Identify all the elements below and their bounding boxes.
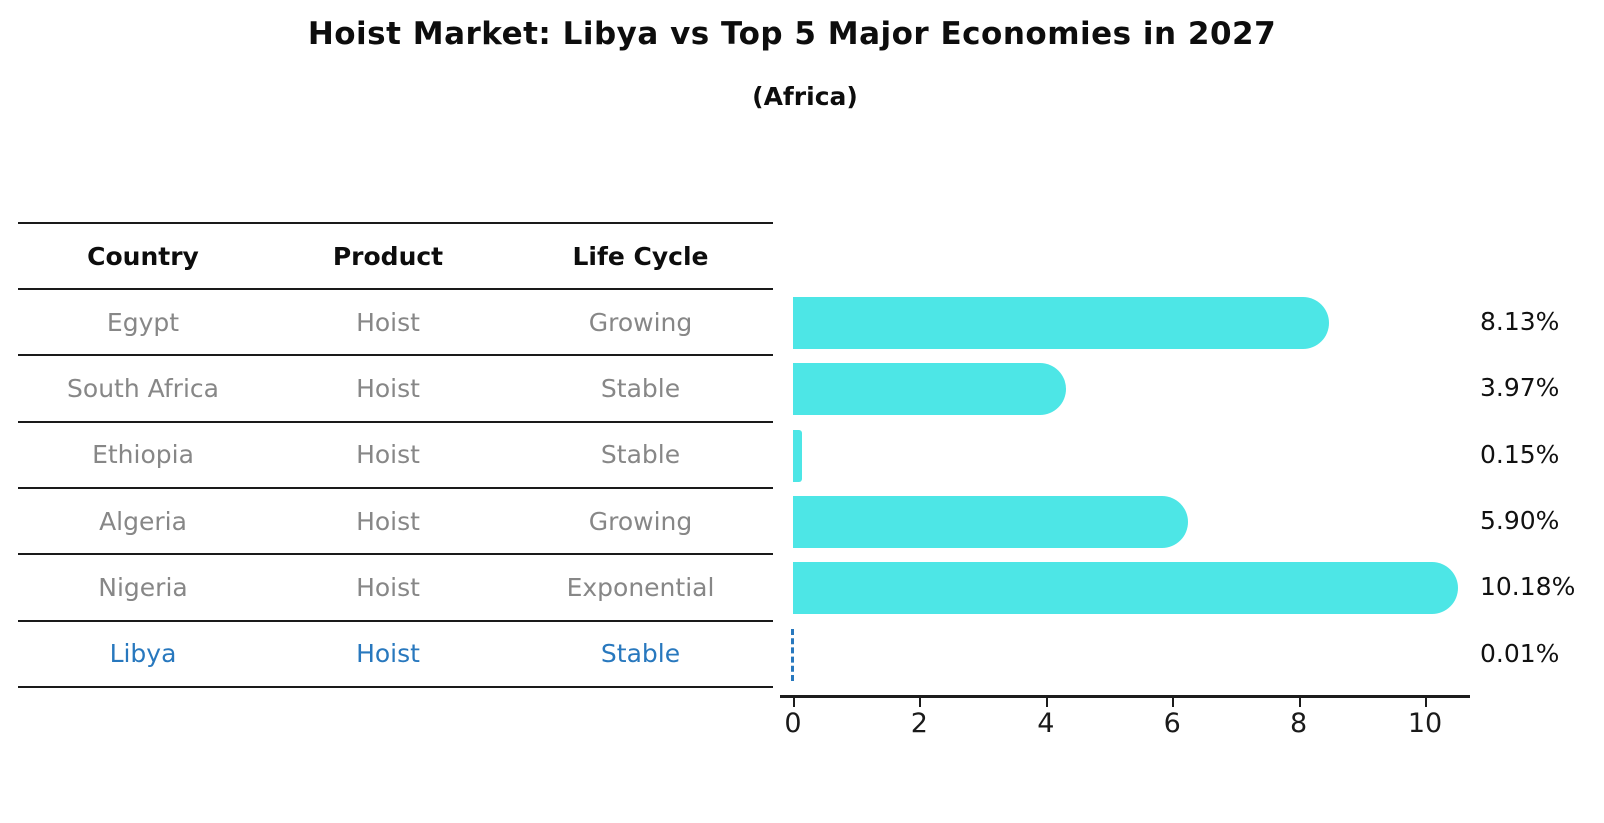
table-body: Egypt Hoist Growing South Africa Hoist Stable…	[18, 290, 773, 688]
cell-life-cycle: Stable	[600, 373, 681, 403]
bar-nigeria	[793, 562, 1459, 615]
value-label: 8.13%	[1480, 307, 1560, 337]
bar-south-africa	[793, 363, 1066, 416]
column-header-country: Country	[87, 241, 199, 271]
cell-product: Hoist	[356, 506, 420, 536]
cell-product: Hoist	[356, 373, 420, 403]
table-row: Libya Hoist Stable	[18, 622, 773, 688]
bar-egypt	[793, 297, 1329, 350]
value-label: 5.90%	[1480, 506, 1560, 536]
cell-life-cycle: Exponential	[566, 572, 715, 602]
cell-country: Libya	[109, 639, 177, 669]
column-header-life-cycle: Life Cycle	[572, 241, 709, 271]
x-tick-mark	[919, 697, 922, 707]
x-tick-mark	[1172, 697, 1175, 707]
chart-title: Hoist Market: Libya vs Top 5 Major Econo…	[307, 16, 1277, 52]
country-table: Country Product Life Cycle Egypt Hoist Gro…	[18, 222, 773, 688]
cell-life-cycle: Growing	[588, 506, 693, 536]
cell-country: Nigeria	[98, 572, 188, 602]
value-label: 3.97%	[1480, 373, 1560, 403]
table-row: Nigeria Hoist Exponential	[18, 555, 773, 622]
x-tick-label: 0	[784, 708, 802, 739]
x-tick-mark	[1298, 697, 1301, 707]
table-row: Ethiopia Hoist Stable	[18, 423, 773, 489]
bar-algeria	[793, 496, 1188, 549]
x-tick-label: 4	[1037, 708, 1055, 739]
bar-libya-highlighted	[791, 628, 794, 681]
x-tick-label: 2	[910, 708, 928, 739]
cell-product: Hoist	[356, 307, 420, 337]
cell-country: Ethiopia	[92, 440, 194, 470]
x-tick-label: 8	[1290, 708, 1308, 739]
value-label: 0.15%	[1480, 439, 1560, 469]
chart-subtitle: (Africa)	[752, 82, 858, 111]
x-axis-line	[780, 695, 1470, 698]
value-label: 10.18%	[1480, 572, 1576, 602]
x-tick-label: 10	[1407, 708, 1443, 739]
cell-country: Algeria	[99, 506, 187, 536]
x-tick-label: 6	[1163, 708, 1181, 739]
x-tick-mark	[1045, 697, 1048, 707]
cell-life-cycle: Stable	[600, 440, 681, 470]
cell-product: Hoist	[356, 440, 420, 470]
cell-country: Egypt	[106, 307, 180, 337]
cell-product: Hoist	[356, 639, 420, 669]
value-label: 0.01%	[1480, 638, 1560, 668]
table-header-row: Country Product Life Cycle	[18, 224, 773, 290]
cell-life-cycle: Growing	[588, 307, 693, 337]
bar-ethiopia	[793, 429, 803, 482]
table-row: Algeria Hoist Growing	[18, 489, 773, 556]
table-row: Egypt Hoist Growing	[18, 290, 773, 357]
cell-life-cycle: Stable	[600, 639, 681, 669]
cell-country: South Africa	[67, 373, 219, 403]
x-tick-mark	[793, 697, 795, 707]
cell-product: Hoist	[356, 572, 420, 602]
column-header-product: Product	[332, 241, 444, 271]
x-tick-mark	[1425, 697, 1427, 707]
table-row: South Africa Hoist Stable	[18, 356, 773, 423]
